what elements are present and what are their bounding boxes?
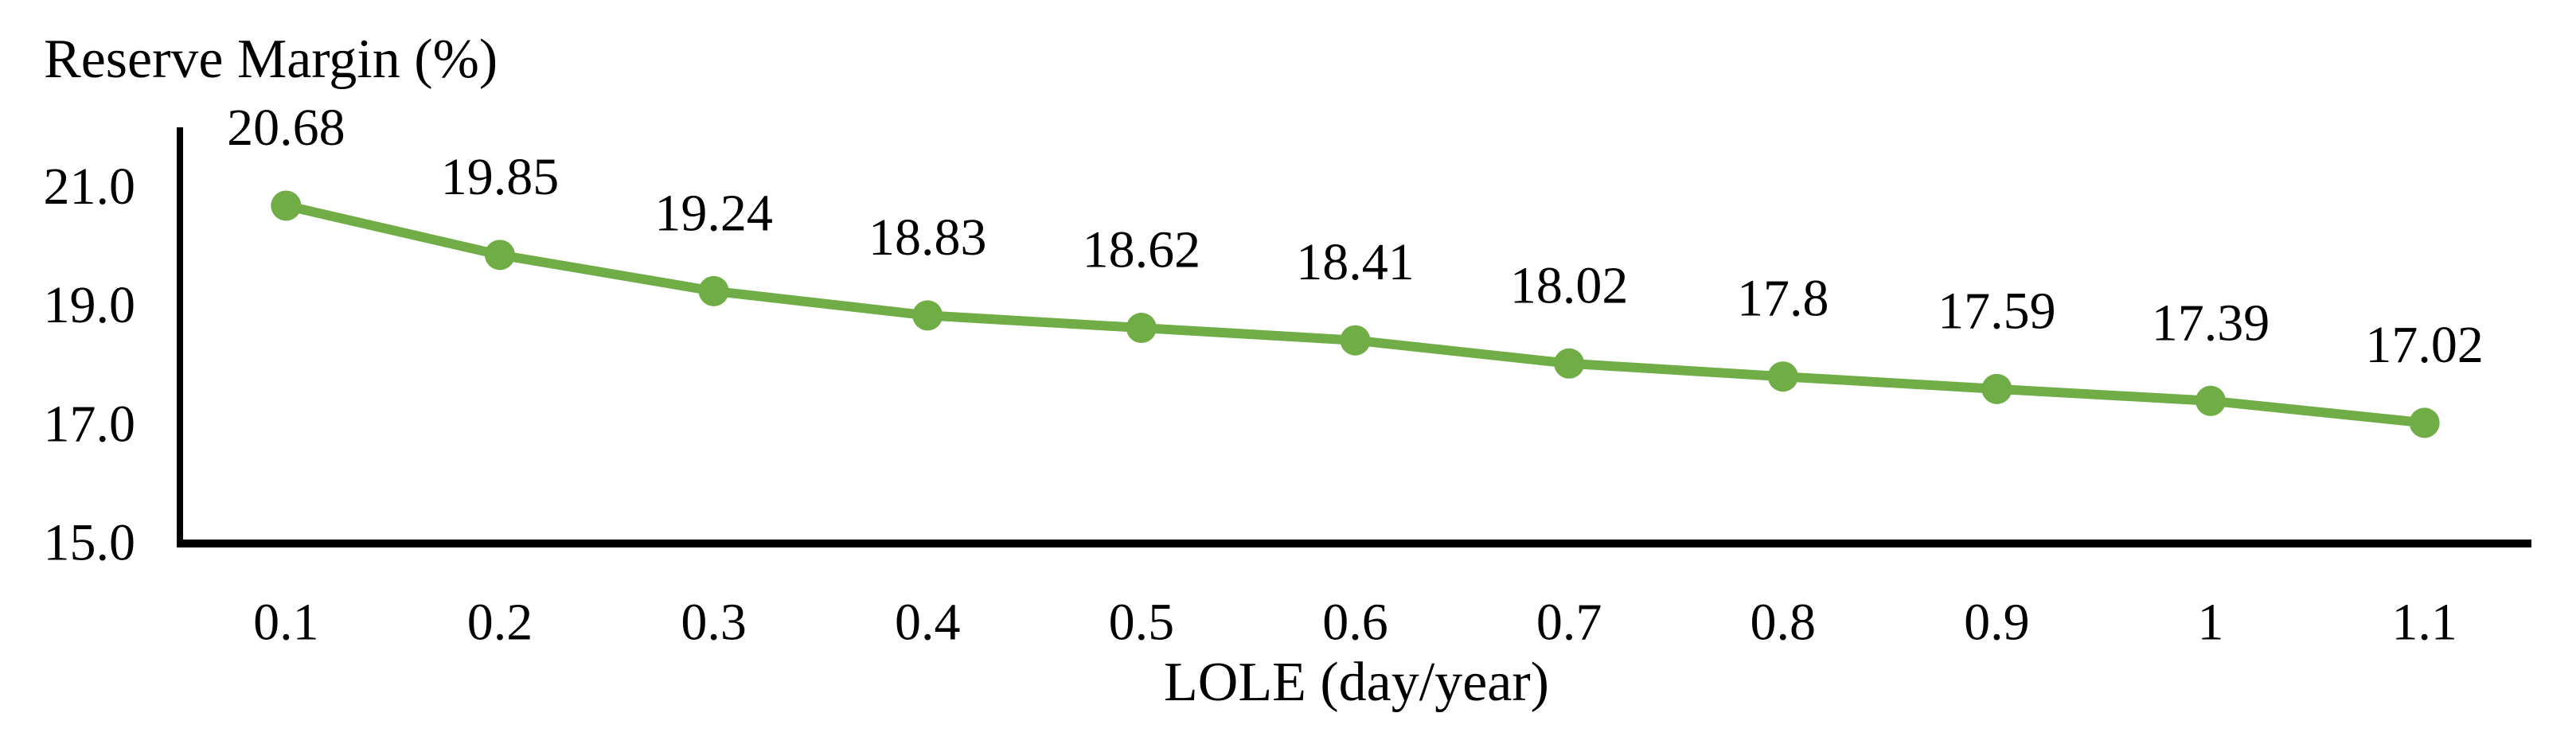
- x-axis-title: LOLE (day/year): [1164, 652, 1549, 713]
- data-point-label: 17.02: [2365, 316, 2484, 374]
- y-axis-line: [177, 127, 183, 547]
- data-point-marker: [1340, 325, 1371, 356]
- data-point-label: 18.41: [1296, 233, 1415, 291]
- x-tick-label: 0.4: [895, 594, 961, 652]
- data-point-label: 18.62: [1083, 221, 1201, 279]
- data-point-label: 17.59: [1938, 282, 2056, 340]
- x-tick-label: 1.1: [2391, 594, 2457, 652]
- data-point-marker: [1981, 373, 2012, 404]
- data-point-label: 17.8: [1737, 270, 1829, 328]
- x-tick-label: 0.9: [1964, 594, 2030, 652]
- data-point-marker: [1126, 313, 1157, 344]
- x-tick-label: 0.5: [1109, 594, 1175, 652]
- data-point-marker: [1554, 348, 1585, 379]
- x-tick-label: 0.8: [1751, 594, 1817, 652]
- data-point-label: 18.83: [868, 208, 987, 267]
- y-tick-label: 15.0: [44, 514, 136, 572]
- data-point-marker: [2195, 385, 2227, 416]
- data-point-marker: [2409, 407, 2440, 438]
- x-axis-line: [177, 540, 2531, 547]
- chart-title: Reserve Margin (%): [44, 29, 498, 90]
- x-axis-tick-labels: 0.1 0.2 0.3 0.4 0.5 0.6 0.7 0.8 0.9 1 1.1: [253, 594, 2457, 652]
- y-axis-tick-labels: 21.0 19.0 17.0 15.0: [44, 158, 136, 571]
- data-point-marker: [698, 275, 729, 306]
- x-tick-label: 0.7: [1536, 594, 1602, 652]
- data-point-label: 17.39: [2152, 294, 2270, 352]
- y-tick-label: 17.0: [44, 395, 136, 453]
- y-tick-label: 19.0: [44, 276, 136, 334]
- x-tick-label: 0.1: [253, 594, 319, 652]
- series-markers: [271, 190, 2440, 438]
- x-tick-label: 0.2: [467, 594, 533, 652]
- x-tick-label: 0.6: [1322, 594, 1388, 652]
- data-point-marker: [271, 190, 302, 221]
- data-point-label: 18.02: [1510, 256, 1629, 314]
- data-point-marker: [1767, 361, 1798, 392]
- x-tick-label: 0.3: [681, 594, 747, 652]
- x-tick-label: 1: [2198, 594, 2224, 652]
- data-point-label: 19.24: [654, 184, 773, 242]
- y-tick-label: 21.0: [44, 158, 136, 216]
- data-point-marker: [484, 240, 515, 271]
- data-point-label: 19.85: [441, 148, 560, 206]
- data-point-label: 20.68: [227, 99, 345, 157]
- data-point-marker: [912, 300, 943, 331]
- data-point-labels: 20.68 19.85 19.24 18.83 18.62 18.41 18.02 17.8 1…: [227, 99, 2484, 374]
